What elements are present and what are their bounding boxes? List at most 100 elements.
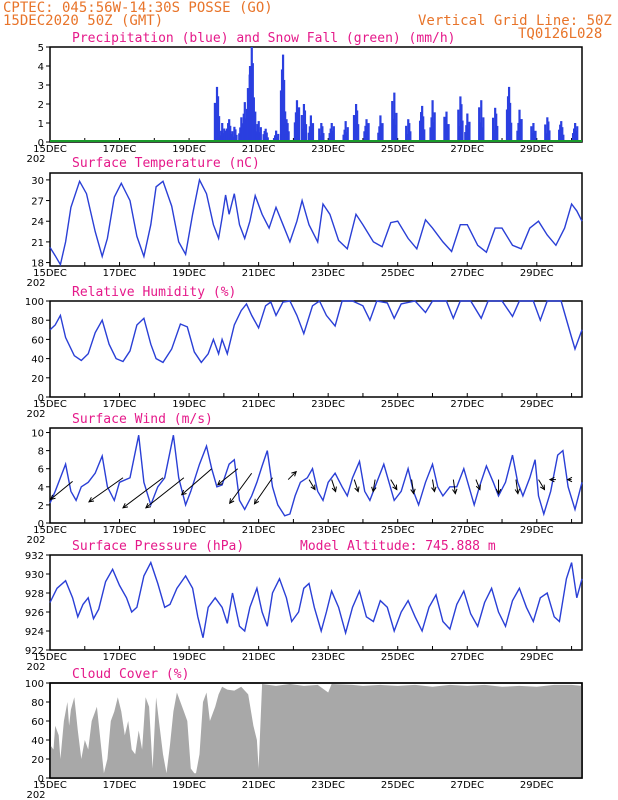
wind-vector-head [49,494,56,501]
wind-vector [390,479,398,490]
precip-bar [482,117,485,142]
precip-bar [445,111,448,142]
wind-vector [538,479,545,490]
precip-bar [304,124,308,142]
precip-bar [534,130,537,142]
wind-vector [353,479,359,492]
cloud-ytick-label: 60 [31,717,44,728]
wind-vector-head [410,488,416,495]
wind-vector [229,472,253,504]
wind-vector [431,479,435,492]
precip-bar [346,127,349,142]
temperature-ytick-label: 21 [31,238,44,249]
precip-bar [379,115,382,142]
wind-vector [50,480,73,500]
wind-vector [452,479,456,494]
precip-xtick-label: 21DEC [242,144,276,155]
precip-bar [562,134,565,142]
cloud-ytick-label: 100 [25,679,44,690]
wind-xtick-label: 15DEC [33,525,67,536]
temperature-ytick-label: 27 [31,197,44,208]
precip-xtick-label: 23DEC [311,144,345,155]
wind-vector [88,477,124,503]
precip-bar [548,130,551,142]
pressure-altitude-note: Model Altitude: 745.888 m [300,539,496,554]
temperature-panel: Surface Temperature (nC) 18 21 24 27 30 15DEC 1… [26,156,583,289]
cloud-title: Cloud Cover (%) [72,667,189,682]
precip-xtick-label: 29DEC [520,144,554,155]
wind-vector [181,468,213,496]
pressure-ytick-label: 932 [25,551,44,562]
wind-vector-head [566,476,573,483]
precip-bar [259,127,262,142]
precip-bar [409,131,412,142]
pressure-ytick-label: 924 [25,627,44,638]
humidity-xtick-label: 17DEC [103,399,137,410]
pressure-title: Surface Pressure (hPa) [72,539,244,554]
precip-bar [405,125,408,142]
wind-vector-head [452,488,458,495]
header-location: CPTEC: 045:56W-14:30S POSSE (GO) [3,0,273,16]
pressure-xtick-label: 19DEC [172,652,206,663]
precip-bar [544,124,547,142]
wind-vector-head [180,489,187,496]
precip-ytick-label: 3 [38,81,44,92]
precip-bar [287,131,290,142]
precip-bar [300,115,303,142]
wind-vector-head [392,484,398,491]
wind-xtick-label: 25DEC [381,525,415,536]
precip-bar [466,113,469,142]
precip-bar [235,134,238,142]
precip-bar [480,100,483,142]
pressure-xtick-label: 21DEC [242,652,276,663]
cloud-xtick-label: 15DEC [33,780,67,791]
wind-ytick-label: 6 [38,465,44,476]
precip-bar [496,125,499,142]
wind-vector [287,471,297,480]
precip-bar [561,127,564,142]
wind-vector-head [514,488,521,495]
wind-vector-head [431,486,437,493]
precip-bar [257,121,260,142]
wind-vector [515,479,519,494]
precip-bar [240,117,243,142]
wind-vector-head [371,486,377,493]
humidity-ytick-label: 40 [31,355,44,366]
temperature-series-line [49,177,583,267]
wind-vector-head [331,486,337,493]
wind-year-stub: 202 [26,535,45,546]
temperature-ytick-label: 24 [31,217,44,228]
precip-bar [309,115,312,142]
cloud-ytick-label: 20 [31,755,44,766]
precip-bar [318,128,321,142]
wind-vector-head [145,502,151,509]
pressure-xtick-label: 15DEC [33,652,67,663]
pressure-ytick-label: 928 [25,589,44,600]
humidity-xtick-label: 19DEC [172,399,206,410]
humidity-frame [49,300,583,398]
precip-bar [468,121,471,142]
wind-vector [411,479,415,494]
precip-bar [277,133,280,142]
humidity-ytick-label: 60 [31,335,44,346]
precip-bar [393,92,396,142]
wind-vector [122,477,164,509]
header-model-id: TQ0126L028 [518,26,603,42]
wind-vector-head [88,497,95,503]
precip-bar [275,130,278,142]
humidity-xtick-label: 23DEC [311,399,345,410]
precip-bar [457,109,460,142]
precip-ytick-label: 1 [38,119,44,130]
cloud-xtick-label: 19DEC [172,780,206,791]
humidity-ytick-label: 20 [31,374,44,385]
wind-ytick-label: 4 [38,483,44,494]
wind-vector [254,477,273,505]
wind-vector [372,479,376,492]
precip-bar [265,132,268,142]
wind-title: Surface Wind (m/s) [72,412,213,427]
precip-bar [518,109,521,142]
wind-ytick-label: 0 [38,519,44,530]
precip-bar [395,112,398,142]
precip-bar [532,123,535,142]
